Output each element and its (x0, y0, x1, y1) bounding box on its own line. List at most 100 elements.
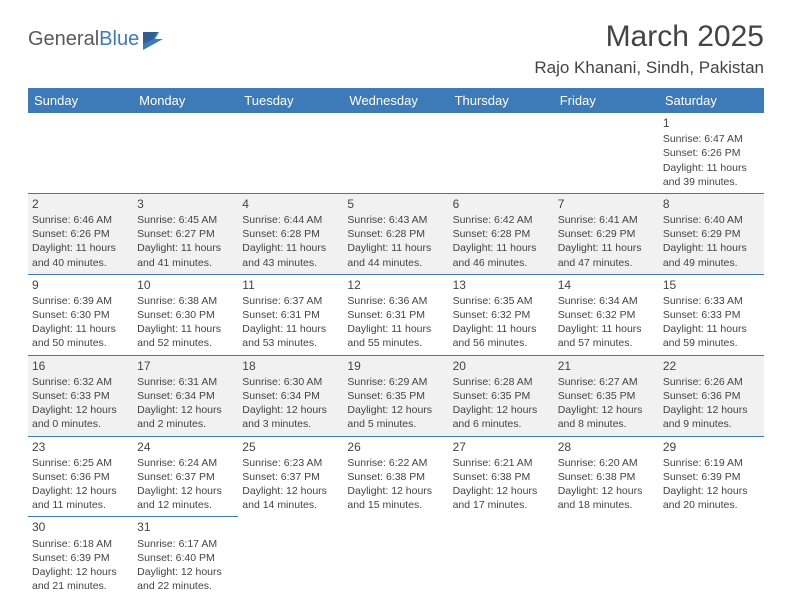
daylight-text: Daylight: 12 hours and 9 minutes. (663, 403, 760, 431)
daylight-text: Daylight: 11 hours and 55 minutes. (347, 322, 444, 350)
sunset-text: Sunset: 6:39 PM (32, 551, 129, 565)
daylight-text: Daylight: 12 hours and 14 minutes. (242, 484, 339, 512)
sunrise-text: Sunrise: 6:39 AM (32, 294, 129, 308)
day-number: 17 (137, 358, 234, 374)
sunset-text: Sunset: 6:35 PM (453, 389, 550, 403)
sunset-text: Sunset: 6:28 PM (347, 227, 444, 241)
day-number: 7 (558, 196, 655, 212)
sunset-text: Sunset: 6:33 PM (32, 389, 129, 403)
daylight-text: Daylight: 12 hours and 15 minutes. (347, 484, 444, 512)
day-header: Monday (133, 88, 238, 113)
sunset-text: Sunset: 6:37 PM (242, 470, 339, 484)
day-number: 27 (453, 439, 550, 455)
sunset-text: Sunset: 6:30 PM (32, 308, 129, 322)
location-text: Rajo Khanani, Sindh, Pakistan (534, 58, 764, 78)
daylight-text: Daylight: 11 hours and 49 minutes. (663, 241, 760, 269)
day-number: 19 (347, 358, 444, 374)
calendar-cell: 1Sunrise: 6:47 AMSunset: 6:26 PMDaylight… (659, 113, 764, 193)
day-number: 13 (453, 277, 550, 293)
sunset-text: Sunset: 6:29 PM (558, 227, 655, 241)
daylight-text: Daylight: 11 hours and 50 minutes. (32, 322, 129, 350)
sunrise-text: Sunrise: 6:27 AM (558, 375, 655, 389)
day-number: 8 (663, 196, 760, 212)
daylight-text: Daylight: 11 hours and 52 minutes. (137, 322, 234, 350)
calendar-cell: 6Sunrise: 6:42 AMSunset: 6:28 PMDaylight… (449, 193, 554, 274)
sunrise-text: Sunrise: 6:29 AM (347, 375, 444, 389)
day-number: 28 (558, 439, 655, 455)
sunset-text: Sunset: 6:28 PM (453, 227, 550, 241)
title-block: March 2025 Rajo Khanani, Sindh, Pakistan (534, 20, 764, 80)
calendar-cell: 31Sunrise: 6:17 AMSunset: 6:40 PMDayligh… (133, 517, 238, 597)
calendar-row: 9Sunrise: 6:39 AMSunset: 6:30 PMDaylight… (28, 274, 764, 355)
sunset-text: Sunset: 6:35 PM (347, 389, 444, 403)
sunset-text: Sunset: 6:26 PM (32, 227, 129, 241)
calendar-cell: 3Sunrise: 6:45 AMSunset: 6:27 PMDaylight… (133, 193, 238, 274)
calendar-cell: 19Sunrise: 6:29 AMSunset: 6:35 PMDayligh… (343, 355, 448, 436)
calendar-cell: 12Sunrise: 6:36 AMSunset: 6:31 PMDayligh… (343, 274, 448, 355)
calendar-cell (343, 113, 448, 193)
sunset-text: Sunset: 6:35 PM (558, 389, 655, 403)
page-header: GeneralBlue March 2025 Rajo Khanani, Sin… (28, 20, 764, 80)
calendar-row: 16Sunrise: 6:32 AMSunset: 6:33 PM Dayligh… (28, 355, 764, 436)
daylight-text: Daylight: 12 hours and 8 minutes. (558, 403, 655, 431)
sunrise-text: Sunrise: 6:28 AM (453, 375, 550, 389)
calendar-cell: 13Sunrise: 6:35 AMSunset: 6:32 PMDayligh… (449, 274, 554, 355)
sunset-text: Sunset: 6:31 PM (242, 308, 339, 322)
day-number: 4 (242, 196, 339, 212)
daylight-text: Daylight: 11 hours and 39 minutes. (663, 161, 760, 189)
day-number: 18 (242, 358, 339, 374)
calendar-row: 2Sunrise: 6:46 AMSunset: 6:26 PMDaylight… (28, 193, 764, 274)
day-number: 23 (32, 439, 129, 455)
calendar-cell: 15Sunrise: 6:33 AMSunset: 6:33 PMDayligh… (659, 274, 764, 355)
sunrise-text: Sunrise: 6:47 AM (663, 132, 760, 146)
month-title: March 2025 (534, 20, 764, 54)
calendar-row: 30Sunrise: 6:18 AMSunset: 6:39 PMDayligh… (28, 517, 764, 597)
sunrise-text: Sunrise: 6:36 AM (347, 294, 444, 308)
day-header: Sunday (28, 88, 133, 113)
day-header: Friday (554, 88, 659, 113)
daylight-text: Daylight: 12 hours and 3 minutes. (242, 403, 339, 431)
day-number: 15 (663, 277, 760, 293)
day-number: 24 (137, 439, 234, 455)
day-number: 31 (137, 519, 234, 535)
sunrise-text: Sunrise: 6:41 AM (558, 213, 655, 227)
daylight-text: Daylight: 12 hours and 21 minutes. (32, 565, 129, 593)
sunrise-text: Sunrise: 6:30 AM (242, 375, 339, 389)
calendar-cell: 14Sunrise: 6:34 AMSunset: 6:32 PMDayligh… (554, 274, 659, 355)
calendar-row: 23Sunrise: 6:25 AMSunset: 6:36 PMDayligh… (28, 436, 764, 517)
calendar-cell (449, 517, 554, 597)
sunset-text: Sunset: 6:38 PM (453, 470, 550, 484)
sunset-text: Sunset: 6:30 PM (137, 308, 234, 322)
day-number: 11 (242, 277, 339, 293)
calendar-cell: 24Sunrise: 6:24 AMSunset: 6:37 PMDayligh… (133, 436, 238, 517)
day-number: 1 (663, 115, 760, 131)
daylight-text: Daylight: 11 hours and 47 minutes. (558, 241, 655, 269)
calendar-cell (554, 113, 659, 193)
sunrise-text: Sunrise: 6:32 AM (32, 375, 129, 389)
calendar-cell: 23Sunrise: 6:25 AMSunset: 6:36 PMDayligh… (28, 436, 133, 517)
calendar-cell (28, 113, 133, 193)
sunset-text: Sunset: 6:39 PM (663, 470, 760, 484)
logo: GeneralBlue (28, 28, 169, 51)
day-number: 5 (347, 196, 444, 212)
calendar-cell (554, 517, 659, 597)
day-number: 16 (32, 358, 129, 374)
day-number: 12 (347, 277, 444, 293)
sunrise-text: Sunrise: 6:17 AM (137, 537, 234, 551)
calendar-cell (238, 113, 343, 193)
calendar-cell (449, 113, 554, 193)
calendar-cell (133, 113, 238, 193)
daylight-text: Daylight: 12 hours and 20 minutes. (663, 484, 760, 512)
sunrise-text: Sunrise: 6:35 AM (453, 294, 550, 308)
sunset-text: Sunset: 6:34 PM (137, 389, 234, 403)
daylight-text: Daylight: 11 hours and 59 minutes. (663, 322, 760, 350)
sunrise-text: Sunrise: 6:26 AM (663, 375, 760, 389)
day-number: 25 (242, 439, 339, 455)
sunset-text: Sunset: 6:40 PM (137, 551, 234, 565)
day-header: Saturday (659, 88, 764, 113)
day-number: 10 (137, 277, 234, 293)
calendar-cell: 27Sunrise: 6:21 AMSunset: 6:38 PMDayligh… (449, 436, 554, 517)
sunrise-text: Sunrise: 6:37 AM (242, 294, 339, 308)
sunset-text: Sunset: 6:36 PM (32, 470, 129, 484)
sunrise-text: Sunrise: 6:24 AM (137, 456, 234, 470)
